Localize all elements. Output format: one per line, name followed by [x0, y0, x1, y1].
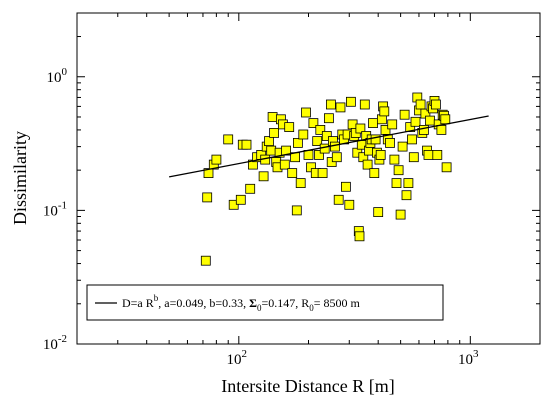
x-axis-ticks: 102 103: [76, 13, 541, 368]
data-point: [368, 118, 378, 128]
data-point: [380, 125, 391, 135]
data-point: [245, 183, 256, 194]
legend-label: D=a Rb, a=0.049, b=0.33, Σ0=0.147, R0= 8…: [122, 293, 361, 313]
data-point: [228, 199, 239, 210]
data-point: [264, 136, 274, 147]
y-tick-label: 10-1: [43, 199, 67, 219]
data-point: [407, 134, 417, 145]
data-point: [436, 125, 447, 135]
data-point: [423, 149, 434, 160]
data-point: [401, 190, 412, 201]
data-point: [241, 139, 252, 150]
y-axis-label: Dissimilarity: [10, 131, 30, 225]
data-point: [279, 159, 290, 170]
data-point: [211, 154, 222, 165]
data-point: [267, 112, 278, 122]
data-point: [389, 154, 400, 165]
legend-formula-lead: D=a R: [122, 296, 154, 310]
data-point: [303, 149, 314, 160]
data-point: [325, 99, 336, 110]
data-point: [323, 113, 334, 124]
data-point: [408, 152, 419, 163]
data-point: [403, 178, 414, 189]
data-point: [292, 137, 303, 148]
data-point: [370, 134, 381, 145]
legend-sigma-value: =0.147, R: [262, 296, 310, 310]
data-point: [269, 127, 280, 138]
data-point: [317, 168, 328, 179]
x-tick-label: 103: [458, 348, 479, 368]
data-point: [345, 96, 356, 107]
data-point: [295, 178, 306, 189]
data-point: [319, 143, 330, 154]
data-point: [393, 165, 404, 176]
data-point: [373, 207, 384, 218]
data-point: [432, 149, 443, 160]
x-axis-label: Intersite Distance R [m]: [221, 376, 394, 396]
data-point: [430, 99, 441, 110]
data-point: [340, 181, 351, 192]
data-point: [379, 106, 390, 117]
data-point: [410, 116, 421, 127]
data-point: [329, 141, 340, 152]
legend-formula-sup: b: [154, 293, 159, 303]
data-point: [308, 118, 319, 128]
legend-sigma-sub: 0: [257, 303, 262, 313]
data-point: [418, 125, 429, 135]
y-tick-label: 10-2: [43, 333, 67, 353]
data-point: [362, 159, 373, 170]
data-point: [359, 99, 370, 110]
y-tick-label: 100: [47, 66, 68, 86]
legend-params: , a=0.049, b=0.33,: [158, 296, 249, 310]
data-point: [203, 168, 214, 179]
data-point: [391, 178, 402, 189]
data-point: [200, 255, 211, 266]
data-point: [369, 168, 380, 179]
data-point: [235, 194, 246, 205]
data-point: [266, 145, 277, 156]
data-point: [405, 122, 416, 132]
data-point: [415, 99, 426, 110]
data-point: [284, 122, 295, 132]
data-point: [298, 129, 309, 140]
data-point: [223, 134, 234, 145]
x-tick-label: 102: [227, 348, 248, 368]
data-point: [335, 102, 346, 113]
data-point: [321, 131, 332, 141]
y-axis-ticks: 100 10-1 10-2: [43, 12, 540, 353]
data-point: [331, 152, 342, 163]
data-point: [315, 125, 326, 135]
data-point: [258, 171, 269, 182]
data-point: [354, 231, 365, 242]
data-point: [397, 141, 408, 152]
data-point: [441, 162, 452, 173]
data-point: [395, 209, 406, 220]
data-point: [333, 194, 344, 205]
data-point: [287, 168, 298, 179]
data-point: [375, 149, 386, 160]
data-point: [355, 123, 366, 134]
data-point: [301, 107, 311, 118]
data-point: [385, 137, 395, 148]
legend-sigma: Σ: [249, 296, 257, 310]
data-point: [387, 119, 398, 130]
data-point: [425, 115, 435, 126]
data-point: [314, 149, 324, 160]
data-point: [202, 192, 213, 203]
legend-r0-sub: 0: [309, 303, 314, 313]
data-points: [200, 92, 452, 266]
legend-box: [86, 284, 444, 321]
power-law-fit-line: [169, 115, 489, 178]
data-point: [344, 199, 355, 210]
data-point: [399, 109, 410, 120]
legend-r0-value: = 8500 m: [314, 296, 361, 310]
data-point: [291, 205, 302, 216]
data-point: [440, 114, 451, 125]
data-point: [312, 136, 323, 147]
legend: D=a Rb, a=0.049, b=0.33, Σ0=0.147, R0= 8…: [86, 284, 444, 321]
